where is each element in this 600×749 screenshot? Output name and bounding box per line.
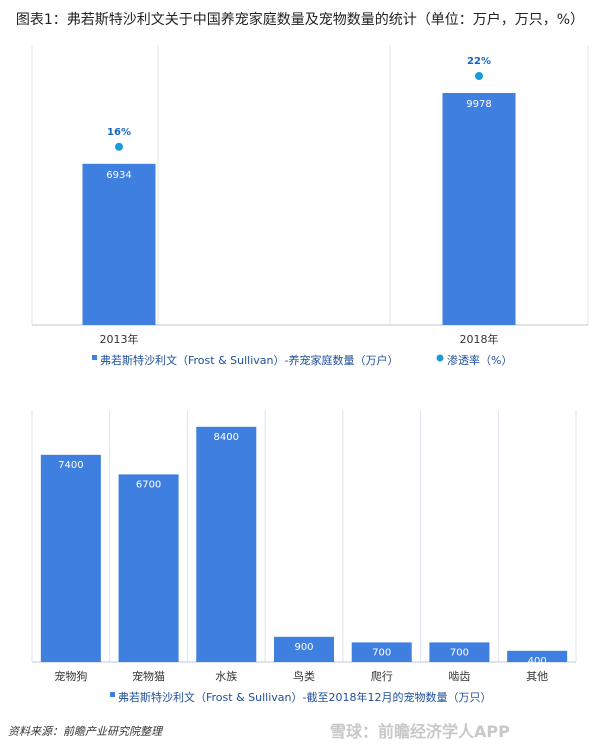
chart2-bar [274, 636, 334, 662]
chart2-legend-swatch [110, 692, 115, 697]
chart1-x-tick: 2013年 [100, 332, 139, 346]
chart2-bar [118, 474, 179, 662]
chart2-bar [196, 426, 257, 662]
watermark: 雪球：前瞻经济学人APP [330, 722, 510, 741]
chart2-value-label: 8400 [214, 432, 239, 443]
chart2-x-tick: 啮齿 [448, 670, 470, 683]
chart2-x-tick: 宠物猫 [132, 669, 165, 683]
chart2-x-tick: 水族 [215, 669, 237, 683]
chart2-bar [40, 454, 101, 662]
chart2-value-label: 6700 [136, 479, 161, 490]
source-note: 资料来源：前瞻产业研究院整理 [8, 725, 162, 738]
chart2-value-label: 900 [294, 642, 313, 653]
chart1-legend-bar-label: 弗若斯特沙利文（Frost & Sullivan）-养宠家庭数量（万户） [100, 353, 398, 367]
chart2-value-label: 400 [528, 656, 547, 667]
chart2-bar [429, 642, 490, 662]
chart2-bar [351, 642, 412, 662]
chart1-rate-point [475, 72, 483, 81]
chart-title: 图表1：弗若斯特沙利文关于中国养宠家庭数量及宠物数量的统计（单位：万户，万只，%… [15, 12, 585, 28]
chart2-value-label: 700 [372, 647, 391, 658]
chart2-bar [507, 650, 568, 662]
chart1-rate-label: 16% [107, 127, 131, 138]
chart2-x-tick: 宠物狗 [54, 669, 87, 683]
chart2-x-tick: 爬行 [371, 670, 393, 683]
chart1-value-label: 6934 [106, 170, 131, 181]
chart1-legend-swatch-bar [92, 355, 97, 360]
chart1-legend-rate-label: 渗透率（%） [447, 353, 512, 367]
chart2-legend-label: 弗若斯特沙利文（Frost & Sullivan）-截至2018年12月的宠物数… [118, 690, 491, 704]
chart1-value-label: 9978 [466, 99, 491, 110]
chart1-rate-point [115, 142, 123, 151]
chart1-bar [442, 93, 516, 325]
chart2-value-label: 7400 [58, 460, 83, 471]
chart2-x-tick: 鸟类 [293, 669, 315, 683]
chart1-x-tick: 2018年 [460, 332, 499, 346]
chart2-value-label: 700 [450, 647, 469, 658]
chart1-rate-label: 22% [467, 56, 491, 67]
chart1-legend-swatch-rate [436, 354, 444, 362]
chart2-x-tick: 其他 [526, 670, 548, 683]
chart1-bar [82, 163, 156, 325]
